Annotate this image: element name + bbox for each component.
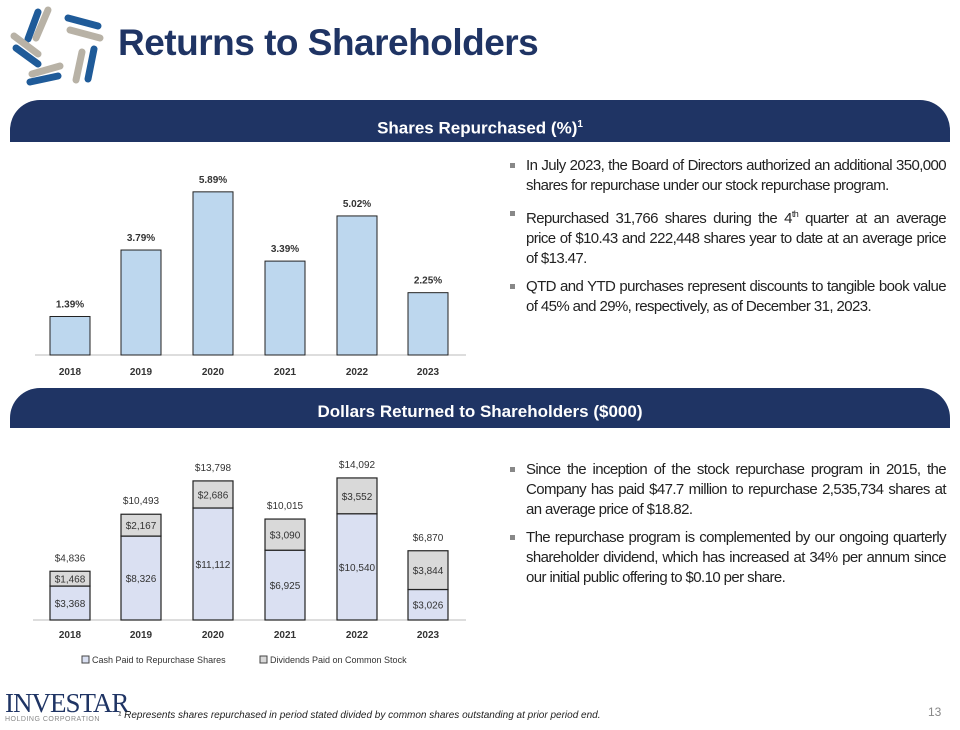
section-header-dollars: Dollars Returned to Shareholders ($000) [10, 388, 950, 428]
bar-segment [192, 507, 234, 621]
page-number: 13 [928, 705, 942, 719]
x-tick-label: 2022 [346, 630, 369, 641]
bar-segment [120, 513, 162, 537]
data-label: 3.39% [271, 244, 299, 255]
bar-segment [407, 588, 449, 621]
section-title: Shares Repurchased (%) [377, 118, 578, 138]
legend-swatch [81, 655, 90, 664]
bar-segment [192, 480, 234, 509]
section-header-shares: Shares Repurchased (%)1 [10, 100, 950, 142]
x-tick-label: 2021 [274, 367, 297, 378]
x-tick-label: 2023 [417, 630, 440, 641]
data-label: 1.39% [56, 299, 84, 310]
bar-segment [264, 549, 306, 621]
data-label: $6,925 [270, 581, 301, 592]
bar-segment [336, 477, 378, 515]
legend-label: Cash Paid to Repurchase Shares [92, 655, 226, 665]
bullet-item: QTD and YTD purchases represent discount… [510, 277, 947, 317]
bar [336, 215, 378, 356]
shares-repurchased-chart: 1.39% 2018 3.79% 2019 5.89% 2020 3.39% 2021 5.02… [35, 175, 466, 378]
total-label: $14,092 [339, 460, 376, 471]
x-tick-label: 2019 [130, 367, 153, 378]
data-label: 5.02% [343, 199, 371, 210]
data-label: $2,167 [126, 521, 157, 532]
bar [407, 292, 449, 356]
data-label: $2,686 [198, 490, 229, 501]
data-label: $11,112 [196, 560, 231, 571]
total-label: $10,493 [123, 496, 160, 507]
data-label: $3,026 [413, 601, 444, 612]
bar [49, 315, 91, 356]
section-title: Dollars Returned to Shareholders ($000) [317, 402, 643, 421]
total-label: $10,015 [267, 501, 304, 512]
page-title: Returns to Shareholders [118, 22, 539, 63]
total-label: $6,870 [413, 533, 444, 544]
x-tick-label: 2021 [274, 630, 297, 641]
bar-segment [407, 550, 449, 591]
data-label: $3,552 [342, 492, 373, 503]
footnote-marker: 1 [577, 119, 583, 130]
data-label: $3,090 [270, 531, 301, 542]
bullet-item: In July 2023, the Board of Directors aut… [510, 156, 947, 196]
bar [264, 260, 306, 356]
data-label: $3,368 [55, 599, 86, 610]
dollars-returned-chart: $3,368 $1,468 $4,836 2018 $8,326 $2,167 $10,49… [33, 460, 466, 665]
x-tick-label: 2019 [130, 630, 153, 641]
bar-segment [264, 518, 306, 551]
bar [120, 249, 162, 356]
data-label: 5.89% [199, 175, 227, 186]
x-tick-label: 2020 [202, 630, 225, 641]
x-tick-label: 2023 [417, 367, 440, 378]
data-label: $10,540 [339, 563, 376, 574]
data-label: 3.79% [127, 233, 155, 244]
company-logo-icon [10, 6, 104, 86]
bullet-item: Since the inception of the stock repurch… [510, 460, 947, 520]
bullet-item: The repurchase program is complemented b… [510, 528, 947, 588]
x-tick-label: 2022 [346, 367, 369, 378]
data-label: $1,468 [55, 575, 86, 586]
bar-segment [120, 535, 162, 621]
footnote: ¹ Represents shares repurchased in perio… [118, 710, 601, 721]
bar [192, 191, 234, 356]
legend-swatch [259, 655, 268, 664]
data-label: $3,844 [413, 566, 444, 577]
x-tick-label: 2018 [59, 367, 82, 378]
total-label: $13,798 [195, 463, 232, 474]
footer-logo: INVESTAR HOLDING CORPORATION [5, 688, 129, 724]
legend-label: Dividends Paid on Common Stock [270, 655, 407, 665]
x-tick-label: 2018 [59, 630, 82, 641]
x-tick-label: 2020 [202, 367, 225, 378]
dollars-bullets: Since the inception of the stock repurch… [510, 460, 947, 596]
bar-segment [49, 585, 91, 621]
shares-bullets: In July 2023, the Board of Directors aut… [510, 156, 947, 325]
bullet-item: Repurchased 31,766 shares during the 4th… [510, 204, 947, 269]
data-label: 2.25% [414, 276, 442, 287]
total-label: $4,836 [55, 553, 86, 564]
bar-segment [49, 570, 91, 587]
data-label: $8,326 [126, 574, 157, 585]
